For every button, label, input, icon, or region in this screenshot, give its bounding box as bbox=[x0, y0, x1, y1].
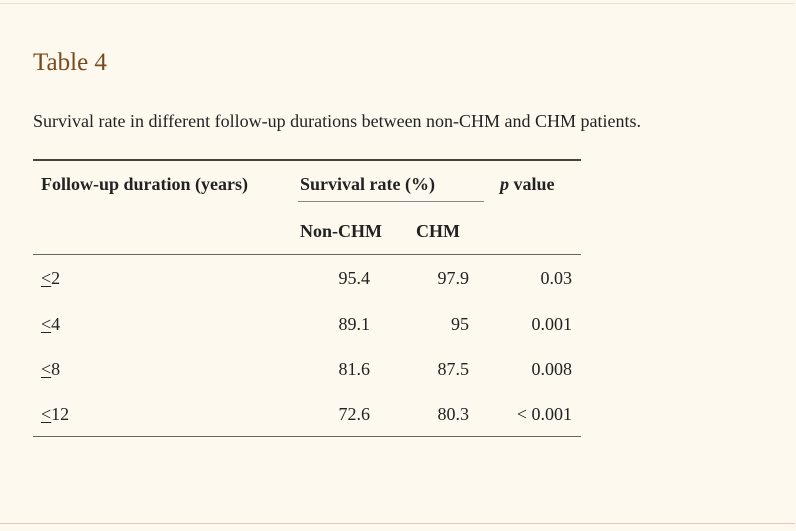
row-4-chm: 80.3 bbox=[437, 404, 470, 424]
row-4-p-value: < 0.001 bbox=[516, 404, 572, 424]
row-2-p-value: 0.001 bbox=[531, 314, 573, 334]
table-bottom-rule bbox=[33, 436, 581, 437]
row-3-non-chm: 81.6 bbox=[338, 359, 371, 379]
row-1-duration-value: 2 bbox=[51, 268, 61, 288]
row-4-duration: <12 bbox=[41, 403, 69, 425]
survival-spanner-rule bbox=[298, 201, 484, 202]
header-p-value: p value bbox=[500, 173, 555, 195]
header-p-rest: value bbox=[509, 174, 555, 194]
header-non-chm: Non-CHM bbox=[300, 221, 382, 241]
header-duration: Follow-up duration (years) bbox=[41, 174, 248, 194]
lte-symbol: < bbox=[41, 314, 52, 334]
row-2-duration-value: 4 bbox=[51, 314, 61, 334]
row-3-p-value: 0.008 bbox=[531, 359, 573, 379]
row-2-duration: <4 bbox=[41, 313, 60, 335]
row-1-duration: <2 bbox=[41, 267, 60, 289]
row-3-duration-value: 8 bbox=[51, 359, 61, 379]
header-chm: CHM bbox=[416, 221, 460, 241]
row-2-chm: 95 bbox=[451, 314, 469, 334]
table-caption: Survival rate in different follow-up dur… bbox=[33, 111, 642, 131]
row-4-duration-value: 12 bbox=[51, 404, 70, 424]
header-p-letter: p bbox=[500, 174, 509, 194]
row-4-non-chm: 72.6 bbox=[338, 404, 371, 424]
row-1-chm: 97.9 bbox=[437, 268, 470, 288]
row-1-non-chm: 95.4 bbox=[338, 268, 371, 288]
table-top-rule bbox=[33, 159, 581, 161]
lte-symbol: < bbox=[41, 268, 52, 288]
table-header-rule bbox=[33, 254, 581, 255]
row-1-p-value: 0.03 bbox=[540, 268, 573, 288]
row-3-duration: <8 bbox=[41, 358, 60, 380]
row-3-chm: 87.5 bbox=[437, 359, 470, 379]
lte-symbol: < bbox=[41, 359, 52, 379]
table-label: Table 4 bbox=[33, 49, 107, 76]
header-survival-rate: Survival rate (%) bbox=[300, 174, 435, 194]
table-panel: Table 4 Survival rate in different follo… bbox=[0, 3, 795, 524]
lte-symbol: < bbox=[41, 404, 52, 424]
row-2-non-chm: 89.1 bbox=[338, 314, 371, 334]
